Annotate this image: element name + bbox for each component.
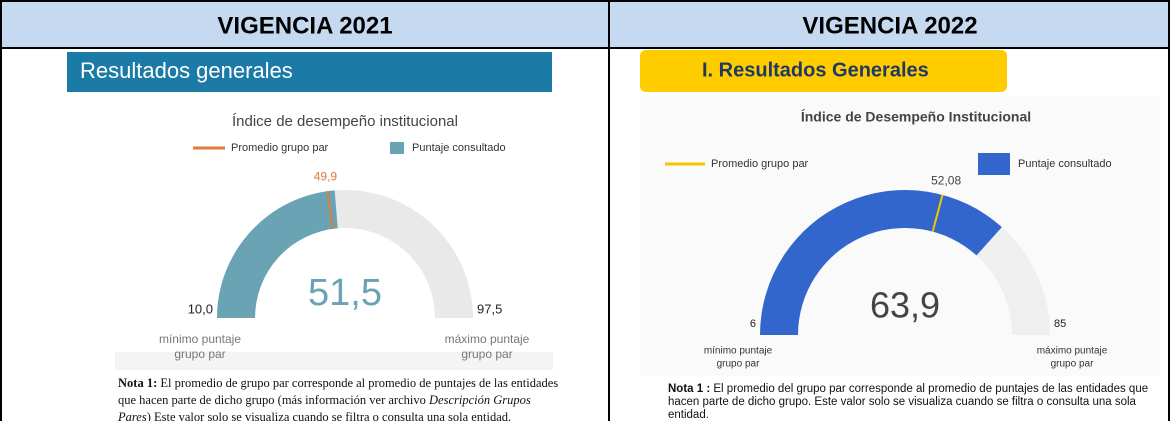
gauge-title: Índice de Desempeño Institucional — [801, 109, 1031, 125]
legend-label: Puntaje consultado — [1018, 158, 1112, 170]
legend-swatch — [978, 153, 1010, 175]
note: Nota 1 : El promedio del grupo par corre… — [668, 383, 1153, 421]
section-banner — [67, 52, 552, 92]
gauge-value — [760, 189, 1002, 335]
average-marker — [326, 191, 334, 229]
range-label: 97,5 — [477, 301, 502, 316]
average-label: 52,08 — [931, 174, 961, 188]
section-title: Resultados generales — [80, 58, 293, 83]
note-label: Nota 1: — [118, 376, 158, 390]
note: Nota 1: El promedio de grupo par corresp… — [118, 375, 560, 421]
note-text: El promedio del grupo par corresponde al… — [668, 383, 1149, 421]
note-label: Nota 1 : — [668, 383, 711, 395]
legend-label: Puntaje consultado — [412, 142, 506, 154]
note-text: Descripción Grupos Pares — [118, 393, 531, 421]
range-caption: grupo par — [717, 359, 760, 370]
range-caption: máximo puntaje — [445, 332, 530, 346]
range-caption: mínimo puntaje — [704, 346, 773, 357]
panel — [640, 96, 1160, 376]
value-label: 63,9 — [870, 285, 940, 326]
average-marker — [931, 194, 944, 232]
range-caption: grupo par — [461, 347, 512, 361]
header-row — [0, 0, 1170, 48]
range-label: 6 — [750, 318, 756, 330]
legend-label: Promedio grupo par — [231, 142, 329, 154]
header-cell: VIGENCIA 2022 — [802, 12, 977, 39]
range-caption: mínimo puntaje — [159, 332, 241, 346]
range-label: 10,0 — [188, 301, 213, 316]
gauge-value — [217, 190, 338, 318]
range-caption: máximo puntaje — [1037, 346, 1108, 357]
header-cell: VIGENCIA 2021 — [217, 12, 392, 39]
range-label: 85 — [1054, 318, 1066, 330]
average-label: 49,9 — [314, 170, 338, 184]
section-title: I. Resultados Generales — [702, 59, 929, 81]
range-caption: grupo par — [174, 347, 225, 361]
section-banner — [640, 50, 1007, 92]
note-text: ) Este valor solo se visualiza cuando se… — [146, 410, 512, 421]
value-label: 51,5 — [308, 272, 382, 314]
note-text: El promedio de grupo par corresponde al … — [118, 376, 559, 407]
range-caption: grupo par — [1051, 359, 1094, 370]
gauge-title: Índice de desempeño institucional — [232, 113, 458, 130]
legend-label: Promedio grupo par — [711, 158, 809, 170]
panel-strip — [115, 352, 553, 370]
legend-swatch — [390, 142, 404, 154]
